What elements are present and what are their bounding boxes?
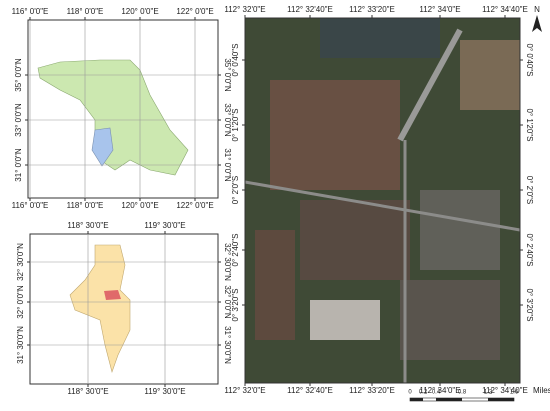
x-tick-label: 119° 30'0"E <box>144 387 185 396</box>
x-tick-label: 112° 33'20"E <box>349 386 395 395</box>
y-tick-label: 0° 2'0"S <box>231 176 240 204</box>
y-tick-label: 0° 3'20"S <box>231 289 240 322</box>
y-tick-label: 35° 0'0"N <box>223 58 232 92</box>
y-tick-label: 32° 30'0"N <box>223 243 232 281</box>
y-tick-label: 0° 0'40"S <box>231 44 240 77</box>
y-tick-label: 0° 2'40"S <box>525 234 534 267</box>
x-tick-label: 118° 30'0"E <box>67 387 108 396</box>
y-tick-label: 32° 30'0"N <box>16 243 25 281</box>
y-tick-label: 35° 0'0"N <box>14 58 23 92</box>
x-tick-label: 112° 34'0"E <box>419 5 460 14</box>
y-tick-label: 0° 2'40"S <box>231 234 240 267</box>
x-tick-label: 119° 30'0"E <box>144 221 185 230</box>
y-tick-label: 0° 1'20"S <box>231 109 240 142</box>
city <box>69 244 131 374</box>
scale-label: 0.4 <box>432 390 441 396</box>
scale-unit: Miles <box>533 386 550 395</box>
x-tick-label: 118° 0'0"E <box>67 201 104 210</box>
satellite-image <box>244 18 521 383</box>
x-tick-label: 122° 0'0"E <box>176 7 213 16</box>
panel-frame <box>244 17 521 384</box>
city-region <box>91 127 114 167</box>
province <box>37 59 189 176</box>
scale-label: 0.8 <box>458 390 467 396</box>
x-tick-label: 118° 30'0"E <box>67 221 108 230</box>
study-area <box>104 290 121 300</box>
scale-bar-segment <box>410 398 423 401</box>
y-tick-label: 0° 1'20"S <box>525 109 534 142</box>
scale-bar-segment <box>488 398 514 401</box>
x-tick-label: 112° 34'40"E <box>482 386 528 395</box>
x-tick-label: 112° 33'20"E <box>349 5 395 14</box>
y-tick-label: 0° 2'0"S <box>525 176 534 204</box>
x-tick-label: 120° 0'0"E <box>121 7 158 16</box>
x-tick-label: 112° 32'40"E <box>287 386 333 395</box>
scale-label: 1.2 <box>484 390 493 396</box>
y-tick-label: 32° 0'0"N <box>223 285 232 319</box>
y-tick-label: 31° 30'0"N <box>16 326 25 364</box>
x-tick-label: 116° 0'0"E <box>12 201 49 210</box>
x-tick-label: 112° 32'40"E <box>287 5 333 14</box>
x-tick-label: 112° 34'40"E <box>482 5 528 14</box>
x-tick-label: 112° 34'0"E <box>419 386 460 395</box>
x-tick-label: 112° 32'0"E <box>224 386 265 395</box>
x-tick-label: 118° 0'0"E <box>67 7 104 16</box>
panel-frame <box>29 233 219 385</box>
x-tick-label: 120° 0'0"E <box>121 201 158 210</box>
scale-label: 0.2 <box>419 390 428 396</box>
x-tick-label: 116° 0'0"E <box>12 7 49 16</box>
north-label: N <box>534 5 540 14</box>
y-tick-label: 31° 30'0"N <box>223 326 232 364</box>
scale-bar-segment <box>436 398 462 401</box>
x-tick-label: 122° 0'0"E <box>176 201 213 210</box>
y-tick-label: 32° 0'0"N <box>16 285 25 319</box>
y-tick-label: 33° 0'0"N <box>14 103 23 137</box>
y-tick-label: 0° 3'20"S <box>525 289 534 322</box>
north-arrow <box>532 15 542 32</box>
y-tick-label: 0° 0'40"S <box>525 44 534 77</box>
y-tick-label: 31° 0'0"N <box>223 148 232 182</box>
scale-label: 0 <box>408 390 412 396</box>
x-tick-label: 112° 32'0"E <box>224 5 265 14</box>
y-tick-label: 31° 0'0"N <box>14 148 23 182</box>
scale-label: 1.6 <box>510 390 519 396</box>
y-tick-label: 33° 0'0"N <box>223 103 232 137</box>
